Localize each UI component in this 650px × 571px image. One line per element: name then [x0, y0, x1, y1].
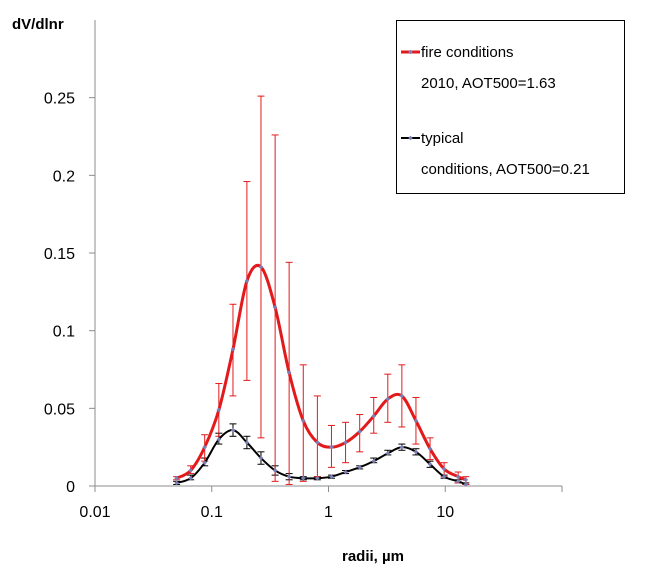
tick-labels: 0 0.05 0.1 0.15 0.2 0.25 0.01 0.1 1 10	[44, 91, 454, 521]
data-point	[202, 444, 207, 450]
data-point	[286, 370, 292, 375]
y-tick-label: 0.2	[53, 168, 75, 185]
legend-item-fire: fire conditions 2010, AOT500=1.63	[401, 44, 556, 92]
data-point	[216, 437, 222, 442]
legend-label-line: typical	[421, 130, 464, 147]
data-point	[463, 477, 469, 483]
y-tick-label: 0.25	[44, 91, 75, 108]
data-point	[399, 393, 405, 399]
data-point	[244, 278, 250, 284]
x-tick-label: 10	[436, 504, 454, 521]
data-point	[272, 468, 278, 473]
data-point	[174, 475, 179, 481]
data-point	[427, 446, 433, 452]
data-point	[202, 460, 207, 465]
series-markers	[174, 264, 469, 487]
data-point	[188, 468, 193, 473]
data-point	[385, 451, 391, 456]
data-point	[230, 347, 236, 352]
legend-label-line: fire conditions	[421, 44, 514, 61]
x-tick-label: 0.01	[79, 504, 110, 521]
data-point	[315, 440, 320, 445]
data-point	[463, 482, 469, 487]
data-point	[413, 449, 419, 455]
data-point	[385, 396, 391, 402]
data-point	[357, 429, 362, 434]
data-point	[329, 444, 334, 450]
data-point	[286, 474, 292, 479]
series-lines	[175, 263, 467, 486]
x-axis-title: radii, µm	[342, 548, 404, 565]
data-point	[300, 418, 306, 424]
data-point	[371, 458, 377, 464]
data-point	[399, 444, 405, 450]
y-tick-label: 0	[66, 479, 75, 496]
data-point	[455, 474, 461, 479]
data-point	[441, 466, 447, 472]
y-tick-label: 0.05	[44, 401, 75, 418]
data-point	[174, 480, 179, 486]
y-tick-label: 0.15	[44, 246, 75, 263]
data-point	[300, 475, 306, 481]
legend-swatch-marker	[408, 49, 413, 55]
data-point	[216, 407, 222, 413]
x-tick-label: 0.1	[201, 504, 223, 521]
legend: fire conditions 2010, AOT500=1.63 typical c…	[396, 20, 625, 194]
data-point	[441, 474, 447, 479]
legend-swatch-marker	[408, 135, 413, 141]
series-line	[176, 429, 467, 486]
data-point	[455, 479, 461, 484]
data-point	[427, 461, 433, 467]
data-point	[357, 465, 362, 470]
data-point	[272, 305, 278, 310]
data-point	[258, 455, 264, 461]
data-point	[329, 474, 334, 479]
data-point	[343, 440, 348, 445]
y-axis-title: dV/dlnr	[12, 16, 64, 33]
data-point	[343, 469, 348, 475]
legend-item-typical: typical conditions, AOT500=0.21	[401, 130, 590, 178]
data-point	[413, 418, 419, 424]
legend-box	[396, 20, 625, 194]
data-point	[188, 475, 193, 481]
data-point	[230, 427, 236, 433]
data-point	[258, 264, 264, 270]
data-point	[371, 413, 377, 419]
data-point	[244, 440, 250, 445]
legend-label-line: conditions, AOT500=0.21	[421, 161, 590, 178]
series-line	[175, 263, 467, 482]
axes	[89, 20, 563, 492]
data-point	[315, 475, 320, 481]
x-tick-label: 1	[324, 504, 333, 521]
y-tick-label: 0.1	[53, 324, 75, 341]
legend-label-line: 2010, AOT500=1.63	[421, 75, 556, 92]
